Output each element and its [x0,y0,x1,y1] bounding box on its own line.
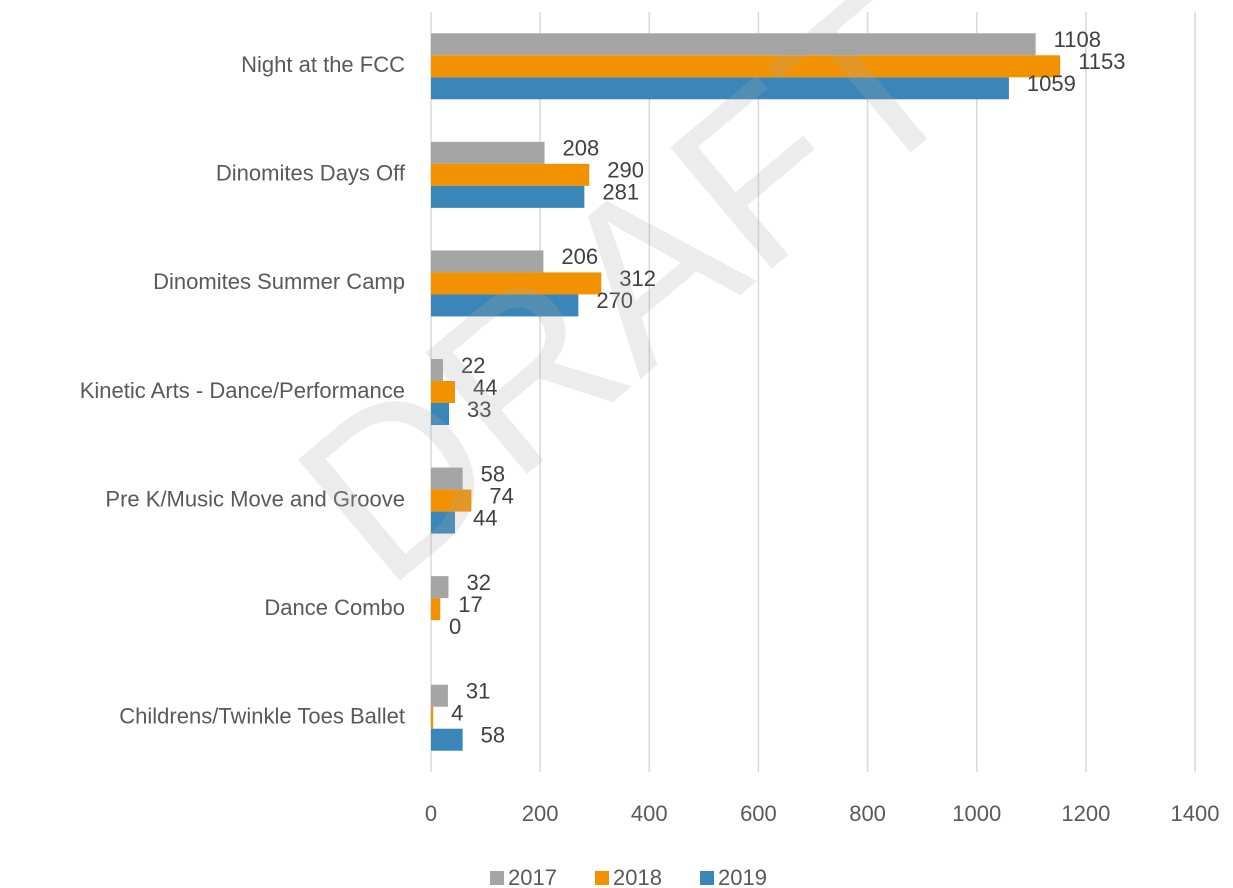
value-label: 74 [489,483,513,508]
x-tick-label: 0 [425,801,437,826]
value-label: 44 [473,505,497,530]
value-label: 22 [461,353,485,378]
y-tick-label: Kinetic Arts - Dance/Performance [80,378,405,403]
legend-label: 2019 [718,865,767,888]
bar [431,77,1009,100]
value-label: 1059 [1027,71,1076,96]
value-label: 58 [481,723,505,748]
legend-swatch [595,871,609,885]
bar [431,359,444,381]
bar [431,489,472,512]
x-tick-label: 600 [740,801,777,826]
bar [431,185,585,208]
legend-label: 2018 [613,865,662,888]
value-label: 1153 [1078,49,1125,74]
legend-swatch [700,871,714,885]
bar [431,55,1061,78]
y-tick-label: Childrens/Twinkle Toes Ballet [119,704,405,729]
bar [431,294,579,317]
value-label: 44 [473,375,497,400]
bar [431,598,441,621]
bar [431,467,463,490]
x-tick-label: 1200 [1061,801,1110,826]
value-label: 208 [563,136,600,161]
x-tick-label: 200 [522,801,559,826]
value-label: 17 [458,592,482,617]
bar [431,250,544,273]
y-tick-label: Dinomites Days Off [216,161,406,186]
legend-label: 2017 [508,865,557,888]
y-tick-label: Pre K/Music Move and Groove [105,486,405,511]
value-label: 4 [451,701,463,726]
value-label: 290 [607,158,644,183]
bar [431,511,456,534]
value-label: 0 [449,614,461,639]
legend-swatch [490,871,504,885]
value-label: 58 [481,461,505,486]
value-label: 33 [467,397,491,422]
value-label: 281 [602,180,639,205]
bar [431,576,449,599]
bar [431,33,1036,56]
x-tick-label: 800 [849,801,886,826]
value-label: 206 [561,244,598,269]
x-tick-label: 1000 [952,801,1001,826]
value-label: 31 [466,679,490,704]
bar [431,684,448,707]
y-tick-label: Night at the FCC [241,52,405,77]
bar [431,381,456,403]
y-tick-label: Dinomites Summer Camp [153,269,405,294]
y-tick-label: Dance Combo [264,595,405,620]
x-tick-label: 1400 [1171,801,1220,826]
value-label: 1108 [1054,27,1101,52]
bar [431,728,463,751]
value-label: 312 [619,266,656,291]
value-label: 32 [466,570,490,595]
value-label: 270 [596,288,633,313]
bar [431,706,434,729]
bar [431,272,602,295]
bar [431,141,545,164]
x-tick-label: 400 [631,801,668,826]
bar [431,403,450,425]
bar [431,163,590,186]
